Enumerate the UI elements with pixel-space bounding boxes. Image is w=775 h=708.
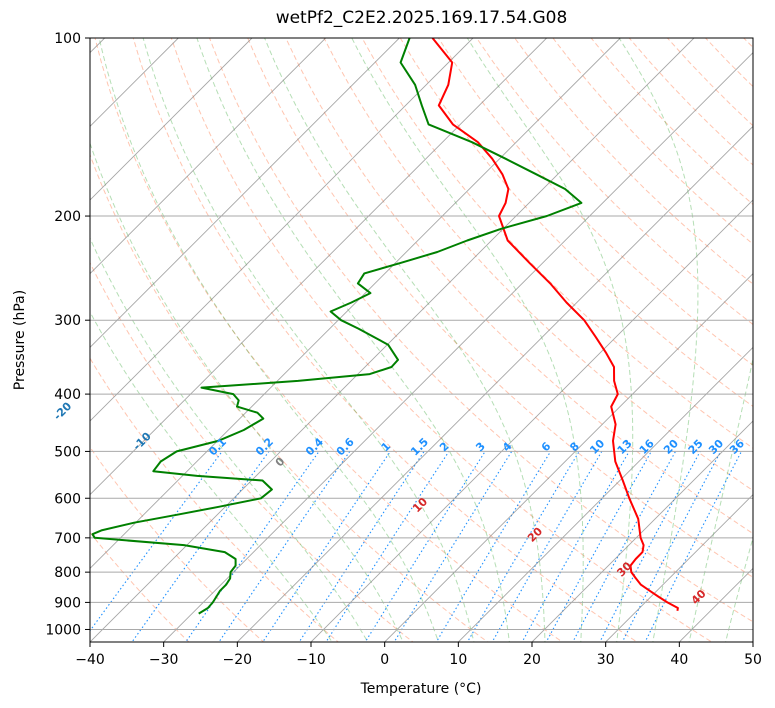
- x-tick-label: 30: [597, 652, 615, 668]
- data-series: [91, 38, 679, 615]
- y-tick-label: 100: [54, 31, 81, 47]
- isotherm-line: [310, 199, 753, 642]
- background-lines: [90, 11, 775, 654]
- y-tick-label: 600: [54, 491, 81, 507]
- isotherm-line: [605, 494, 753, 642]
- dry-adiabat-line: [399, 38, 753, 408]
- dry-adiabat-line: [476, 38, 753, 326]
- dry-adiabat-line: [170, 38, 713, 642]
- y-tick-label: 300: [54, 313, 81, 329]
- axes: −40 −30 −20 −10 0 10 20 30 40 50 100 200 300 400 500 60…: [45, 31, 762, 668]
- dry-adiabat-line: [755, 11, 775, 654]
- plot-frame: [89, 37, 754, 643]
- dewpoint-profile-line: [91, 38, 583, 615]
- dry-adiabat-line: [94, 38, 564, 642]
- isotherm-line: [90, 38, 621, 569]
- isotherm-line: [90, 38, 326, 275]
- y-axis-label: Pressure (hPa): [12, 290, 28, 390]
- y-tick-label: 800: [54, 565, 81, 581]
- moist-adiabat-line: [618, 38, 699, 642]
- x-tick-label: −20: [223, 652, 253, 668]
- isotherm-line: [237, 125, 753, 642]
- y-tick-label: 700: [54, 531, 81, 547]
- moist-adiabat-line: [142, 38, 475, 642]
- x-tick-label: 0: [380, 652, 389, 668]
- moist-adiabat-line: [725, 535, 753, 642]
- isotherm-line: [90, 38, 400, 348]
- y-tick-label: 400: [54, 387, 81, 403]
- x-tick-label: 40: [670, 652, 688, 668]
- dry-adiabat-line: [132, 38, 638, 642]
- chart-title: wetPf2_C2E2.2025.169.17.54.G08: [275, 8, 568, 28]
- y-tick-label: 500: [54, 444, 81, 460]
- x-tick-label: −10: [296, 652, 326, 668]
- isotherm-line: [531, 420, 753, 642]
- dry-adiabat-line: [247, 38, 753, 578]
- isotherm-line: [458, 346, 753, 642]
- dry-adiabat-line: [90, 446, 265, 642]
- isotherm-line: [163, 52, 753, 642]
- dry-adiabat-line: [90, 261, 414, 642]
- isotherm-line: [90, 38, 253, 201]
- dry-adiabat-line: [208, 38, 753, 623]
- temperature-profile-line: [431, 38, 679, 611]
- x-tick-label: −30: [149, 652, 179, 668]
- isotherm-line: [384, 273, 753, 642]
- x-tick-label: −40: [75, 652, 105, 668]
- moist-adiabat-line: [90, 237, 369, 642]
- isotherm-line: [90, 38, 547, 496]
- y-tick-label: 900: [54, 595, 81, 611]
- x-tick-label: 20: [523, 652, 541, 668]
- y-tick-label: 200: [54, 209, 81, 225]
- isotherm-line: [752, 641, 753, 642]
- isotherm-line: [90, 38, 474, 422]
- dry-adiabat-line: [90, 531, 190, 642]
- isotherm-line: [90, 38, 695, 642]
- x-tick-label: 50: [744, 652, 762, 668]
- x-axis-label: Temperature (°C): [360, 681, 482, 697]
- moist-adiabat-line: [90, 311, 333, 642]
- dry-adiabat-line: [90, 357, 339, 642]
- dry-adiabat-line: [514, 38, 753, 285]
- x-tick-label: 10: [449, 652, 467, 668]
- moist-adiabat-line: [688, 356, 753, 642]
- y-tick-label: 1000: [45, 622, 81, 638]
